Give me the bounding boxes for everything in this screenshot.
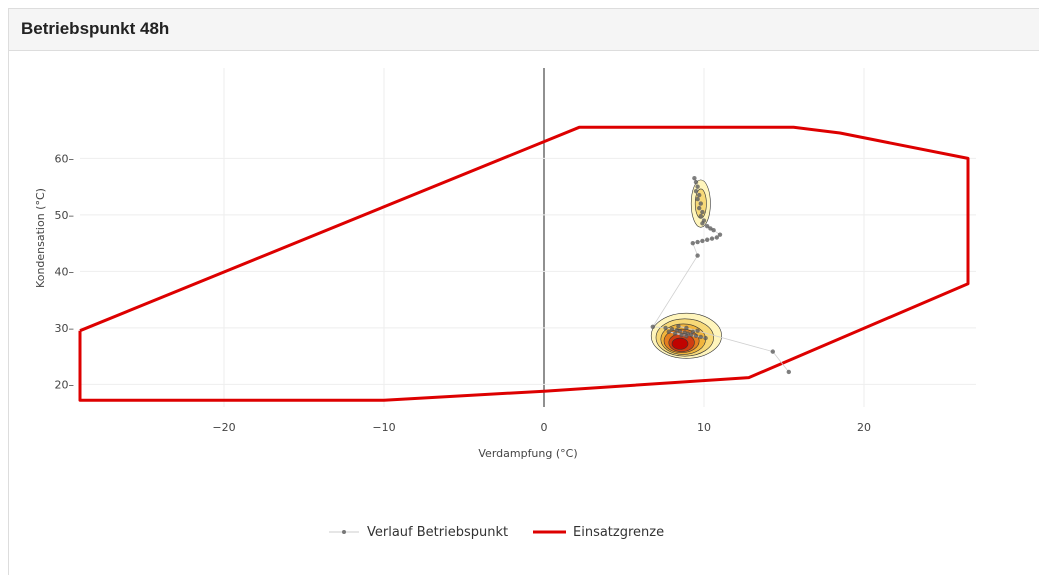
verlauf-point — [663, 325, 668, 331]
verlauf-point — [684, 325, 689, 331]
verlauf-point — [700, 221, 705, 226]
x-tick-label: 10 — [697, 421, 711, 434]
verlauf-point — [711, 227, 716, 233]
verlauf-point — [770, 349, 775, 354]
y-tick-label: 50– — [55, 209, 75, 222]
verlauf-point — [700, 209, 705, 215]
verlauf-point — [692, 175, 697, 181]
verlauf-point — [717, 232, 723, 237]
verlauf-point — [698, 213, 703, 219]
einsatzgrenze-series — [78, 125, 970, 402]
verlauf-point — [676, 324, 681, 329]
verlauf-point — [705, 224, 710, 229]
verlauf-point — [695, 328, 700, 333]
verlauf-point — [709, 236, 715, 241]
density-contour — [671, 337, 689, 350]
verlauf-point — [714, 235, 719, 240]
verlauf-point — [700, 238, 705, 244]
verlauf-point — [693, 188, 699, 194]
verlauf-point — [677, 329, 683, 334]
verlauf-point — [695, 253, 700, 258]
verlauf-point — [697, 192, 702, 198]
verlauf-point — [786, 369, 791, 375]
axis-ticks: −20 −10 0 10 20 20– 30– 40– 50– 60– — [55, 152, 872, 434]
verlauf-point — [650, 324, 655, 329]
verlauf-point — [690, 240, 695, 246]
x-tick-label: 0 — [541, 421, 548, 434]
legend[interactable]: Verlauf Betriebspunkt Einsatzgrenze — [329, 525, 664, 540]
x-tick-label: 20 — [857, 421, 871, 434]
y-tick-label: 30– — [55, 322, 75, 335]
legend-label-einsatzgrenze: Einsatzgrenze — [573, 525, 664, 540]
verlauf-point — [695, 196, 700, 202]
verlauf-point — [703, 335, 708, 341]
verlauf-point — [698, 201, 703, 206]
verlauf-point — [684, 334, 689, 339]
verlauf-point — [698, 334, 703, 340]
verlauf-point — [669, 326, 675, 332]
legend-label-verlauf: Verlauf Betriebspunkt — [367, 525, 508, 540]
legend-swatch-verlauf-marker — [342, 530, 346, 534]
legend-item-verlauf[interactable]: Verlauf Betriebspunkt — [329, 525, 508, 540]
x-tick-label: −20 — [212, 421, 235, 434]
x-axis-title: Verdampfung (°C) — [478, 447, 577, 460]
legend-item-einsatzgrenze[interactable]: Einsatzgrenze — [533, 525, 664, 540]
panel-title: Betriebspunkt 48h — [21, 19, 170, 38]
y-tick-label: 60– — [55, 152, 75, 165]
einsatzgrenze-line — [78, 125, 970, 402]
verlauf-point — [705, 237, 710, 242]
grid — [80, 68, 976, 407]
verlauf-point — [695, 239, 700, 245]
panel-header: Betriebspunkt 48h — [9, 9, 1039, 51]
y-axis-title: Kondensation (°C) — [34, 188, 47, 288]
y-tick-label: 20– — [55, 378, 75, 391]
verlauf-series — [650, 175, 791, 375]
verlauf-point — [690, 329, 695, 335]
verlauf-point — [693, 333, 699, 339]
verlauf-point — [666, 329, 671, 335]
verlauf-point — [697, 205, 702, 211]
verlauf-point — [673, 331, 678, 336]
x-tick-label: −10 — [372, 421, 395, 434]
y-tick-label: 40– — [55, 265, 75, 278]
verlauf-point — [679, 333, 684, 338]
verlauf-point — [693, 179, 699, 185]
verlauf-point — [695, 184, 700, 189]
